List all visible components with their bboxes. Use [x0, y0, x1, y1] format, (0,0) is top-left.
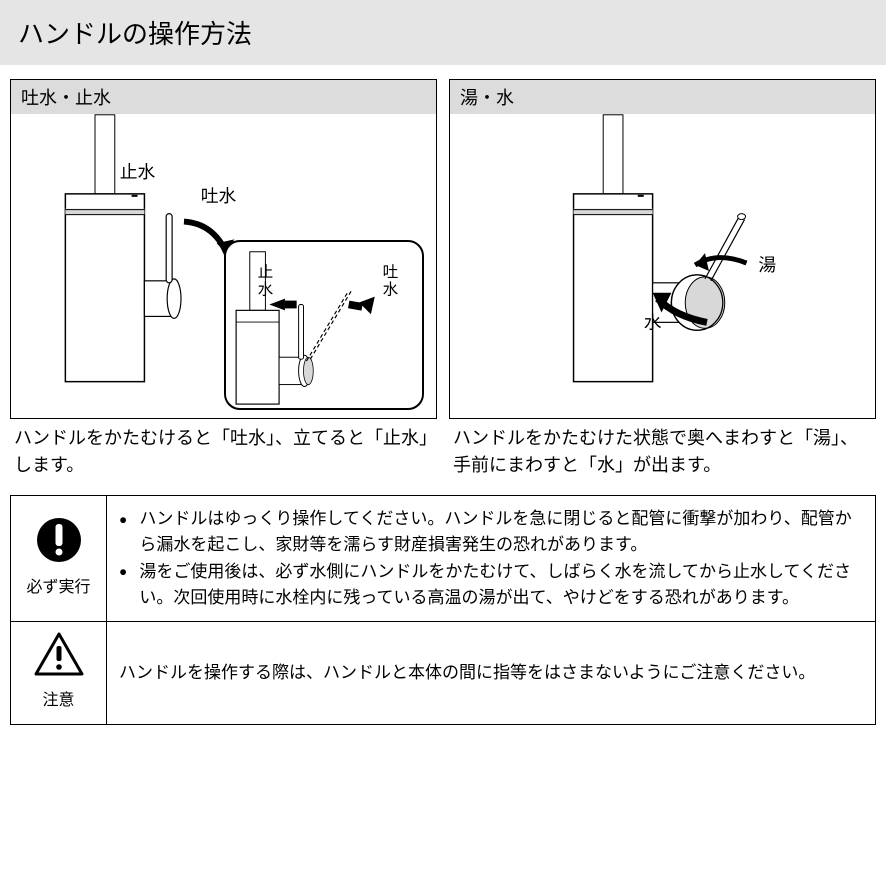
inset-diagram: 止 水 吐 水	[226, 242, 422, 408]
left-caption: ハンドルをかたむけると「吐水」、立てると「止水」します。	[10, 419, 437, 479]
diagram-row: 吐水・止水	[0, 79, 886, 479]
left-column: 吐水・止水	[10, 79, 437, 479]
right-column: 湯・水	[449, 79, 876, 479]
warning-table: 必ず実行 ハンドルはゆっくり操作してください。ハンドルを急に閉じると配管に衝撃が…	[10, 495, 876, 725]
mandatory-icon	[35, 516, 83, 564]
page-title: ハンドルの操作方法	[0, 0, 886, 65]
faucet-diagram-right: 湯 水	[450, 114, 875, 420]
right-panel-title: 湯・水	[450, 80, 875, 114]
left-panel-title: 吐水・止水	[11, 80, 436, 114]
right-panel-body: 湯 水	[450, 114, 875, 420]
inset-label-flow: 吐	[383, 263, 399, 281]
caution-icon	[34, 632, 84, 676]
list-item: ハンドルはゆっくり操作してください。ハンドルを急に閉じると配管に衝撃が加わり、配…	[119, 506, 863, 559]
list-item: 湯をご使用後は、必ず水側にハンドルをかたむけて、しばらく水を流してから止水してく…	[119, 559, 863, 612]
label-hot: 湯	[758, 255, 776, 275]
caution-text-cell: ハンドルを操作する際は、ハンドルと本体の間に指等をはさまないようにご注意ください…	[107, 622, 876, 724]
left-panel: 吐水・止水	[10, 79, 437, 419]
mandatory-text-cell: ハンドルはゆっくり操作してください。ハンドルを急に閉じると配管に衝撃が加わり、配…	[107, 496, 876, 622]
inset-label-stop: 止	[258, 263, 274, 281]
caution-icon-label: 注意	[23, 689, 94, 714]
warning-row-mandatory: 必ず実行 ハンドルはゆっくり操作してください。ハンドルを急に閉じると配管に衝撃が…	[11, 496, 876, 622]
label-stop: 止水	[120, 162, 156, 182]
svg-text:水: 水	[383, 281, 399, 299]
inset-detail: 止 水 吐 水	[224, 240, 424, 410]
label-cold: 水	[644, 312, 662, 332]
right-panel: 湯・水	[449, 79, 876, 419]
right-caption: ハンドルをかたむけた状態で奥へまわすと「湯」、手前にまわすと「水」が出ます。	[449, 419, 876, 479]
svg-text:水: 水	[258, 281, 274, 299]
mandatory-icon-label: 必ず実行	[23, 576, 94, 601]
warning-row-caution: 注意 ハンドルを操作する際は、ハンドルと本体の間に指等をはさまないようにご注意く…	[11, 622, 876, 724]
mandatory-icon-cell: 必ず実行	[11, 496, 107, 622]
left-panel-body: 止水 吐水	[11, 114, 436, 420]
caution-icon-cell: 注意	[11, 622, 107, 724]
label-flow: 吐水	[201, 186, 237, 206]
mandatory-bullets: ハンドルはゆっくり操作してください。ハンドルを急に閉じると配管に衝撃が加わり、配…	[119, 506, 863, 611]
